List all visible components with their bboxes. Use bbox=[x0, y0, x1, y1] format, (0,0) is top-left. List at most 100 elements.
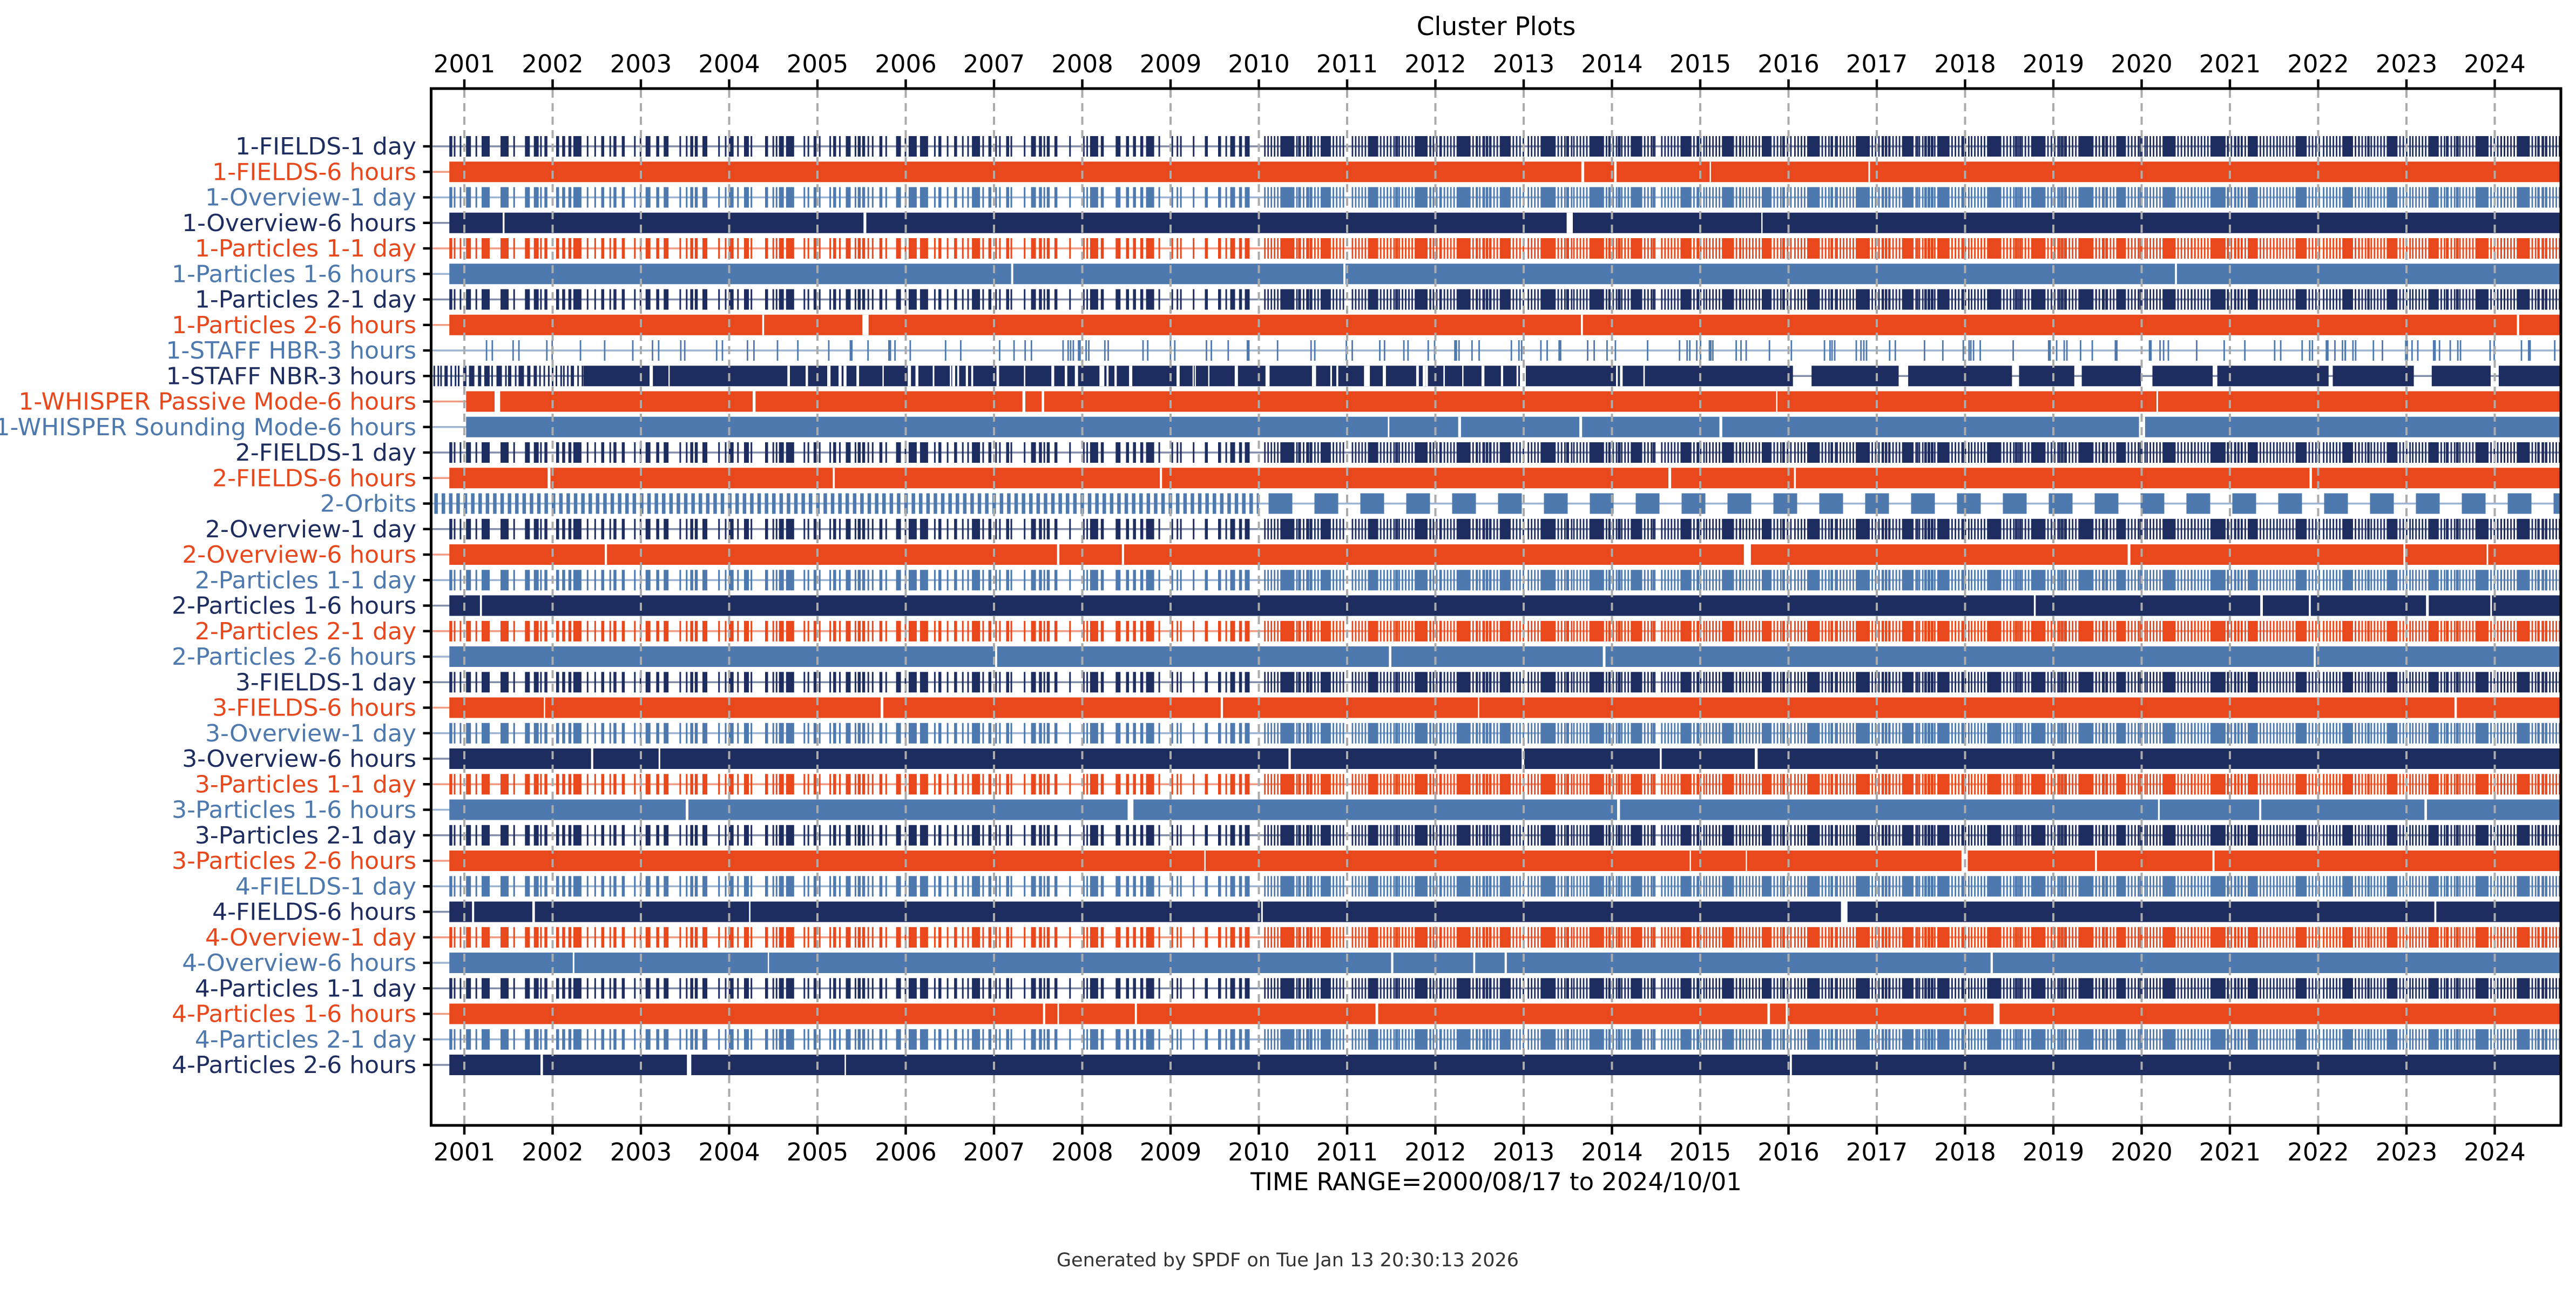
dropout-gap bbox=[2095, 851, 2097, 871]
dropout-gap bbox=[839, 366, 842, 387]
dropout-gap bbox=[1620, 366, 1622, 387]
row-label: 3-Overview-1 day bbox=[205, 720, 416, 747]
dropout-gap bbox=[1042, 391, 1044, 412]
availability-bar bbox=[449, 697, 2561, 718]
x-tick-label-top: 2010 bbox=[1228, 50, 1290, 78]
availability-row: 2-Overview-1 day bbox=[205, 516, 2561, 543]
x-tick-label-top: 2023 bbox=[2376, 50, 2438, 78]
dropout-gap bbox=[1106, 366, 1109, 387]
dropout-gap bbox=[1617, 799, 1620, 820]
x-tick-label-top: 2004 bbox=[698, 50, 760, 78]
x-tick-label-bottom: 2022 bbox=[2287, 1138, 2349, 1166]
dropout-gap bbox=[862, 314, 869, 335]
x-tick-label-top: 2013 bbox=[1493, 50, 1555, 78]
dropout-gap bbox=[971, 366, 973, 387]
x-tick-label-bottom: 2001 bbox=[434, 1138, 496, 1166]
dropout-gap bbox=[1114, 366, 1117, 387]
dropout-gap bbox=[650, 366, 653, 387]
row-label: 2-FIELDS-1 day bbox=[235, 439, 416, 467]
dropout-gap bbox=[995, 646, 997, 667]
dropout-gap bbox=[1177, 366, 1180, 387]
dropout-gap bbox=[1234, 366, 1238, 387]
dropout-gap bbox=[2260, 595, 2263, 616]
x-tick-label-bottom: 2024 bbox=[2464, 1138, 2526, 1166]
x-tick-label-top: 2016 bbox=[1757, 50, 1820, 78]
row-label: 3-FIELDS-1 day bbox=[235, 669, 416, 696]
availability-row: 1-FIELDS-1 day bbox=[235, 133, 2561, 160]
row-label: 3-Particles 1-1 day bbox=[195, 771, 416, 798]
row-label: 4-Particles 1-1 day bbox=[195, 975, 416, 1002]
dropout-gap bbox=[2517, 314, 2519, 335]
availability-bar bbox=[449, 595, 2561, 616]
x-tick-label-top: 2001 bbox=[434, 50, 496, 78]
dropout-gap bbox=[686, 799, 688, 820]
dropout-gap bbox=[1473, 953, 1476, 973]
dropout-gap bbox=[932, 366, 935, 387]
dropout-gap bbox=[1314, 366, 1316, 387]
dropout-gap bbox=[2033, 595, 2036, 616]
dropout-gap bbox=[1336, 366, 1338, 387]
time-range-label: TIME RANGE=2000/08/17 to 2024/10/01 bbox=[1250, 1167, 1742, 1196]
dropout-gap bbox=[2259, 799, 2262, 820]
row-label: 4-FIELDS-6 hours bbox=[212, 899, 416, 926]
row-label: 1-STAFF HBR-3 hours bbox=[166, 337, 416, 365]
row-label: 2-FIELDS-6 hours bbox=[212, 464, 416, 492]
dropout-gap bbox=[996, 366, 999, 387]
availability-row: 3-FIELDS-6 hours bbox=[212, 694, 2561, 722]
x-tick-label-bottom: 2005 bbox=[787, 1138, 849, 1166]
availability-row: 1-STAFF HBR-3 hours bbox=[166, 337, 2561, 365]
x-tick-label-top: 2008 bbox=[1051, 50, 1113, 78]
availability-bar bbox=[449, 646, 2561, 667]
row-label: 1-Particles 1-1 day bbox=[195, 235, 416, 262]
dropout-gap bbox=[472, 901, 475, 922]
x-tick-label-top: 2024 bbox=[2464, 50, 2526, 78]
x-tick-label-top: 2015 bbox=[1669, 50, 1732, 78]
availability-row: 3-Overview-1 day bbox=[205, 720, 2561, 747]
x-axis: 2001 2001 2002 2002 2003 2003 2004 2004 2005 2005… bbox=[434, 50, 2526, 1166]
dropout-gap bbox=[1500, 366, 1503, 387]
availability-bar bbox=[466, 391, 2561, 412]
dropout-gap bbox=[1581, 314, 1583, 335]
dropout-gap bbox=[1127, 799, 1134, 820]
row-label: 3-Particles 2-6 hours bbox=[172, 847, 416, 875]
dropout-gap bbox=[2426, 595, 2429, 616]
x-tick-label-bottom: 2010 bbox=[1228, 1138, 1290, 1166]
availability-bar bbox=[434, 493, 2561, 514]
dropout-gap bbox=[1051, 366, 1054, 387]
row-label: 2-Overview-1 day bbox=[205, 516, 416, 543]
dropout-gap bbox=[1129, 366, 1133, 387]
dropout-gap bbox=[1614, 161, 1617, 183]
availability-row: 1-Particles 2-1 day bbox=[195, 286, 2561, 314]
availability-row: 2-Particles 1-1 day bbox=[195, 566, 2561, 594]
availability-row: 2-FIELDS-1 day bbox=[235, 439, 2561, 467]
dropout-gap bbox=[1043, 1003, 1045, 1024]
row-label: 1-Particles 2-1 day bbox=[195, 286, 416, 314]
dropout-gap bbox=[2434, 901, 2437, 922]
dropout-gap bbox=[1616, 366, 1618, 387]
dropout-gap bbox=[1719, 416, 1722, 437]
dropout-gap bbox=[1364, 366, 1370, 387]
availability-row: 1-FIELDS-6 hours bbox=[212, 158, 2561, 186]
x-tick-label-top: 2018 bbox=[1934, 50, 1996, 78]
dropout-gap bbox=[1388, 416, 1390, 437]
dropout-gap bbox=[950, 366, 951, 387]
dropout-gap bbox=[880, 697, 884, 718]
availability-row: 4-Particles 2-6 hours bbox=[172, 1051, 2561, 1079]
availability-row: 1-Particles 2-6 hours bbox=[172, 312, 2561, 339]
dropout-gap bbox=[957, 366, 959, 387]
row-label: 4-FIELDS-1 day bbox=[235, 873, 416, 900]
row-label: 1-STAFF NBR-3 hours bbox=[166, 362, 416, 390]
x-tick-label-top: 2009 bbox=[1140, 50, 1202, 78]
row-label: 4-Particles 2-1 day bbox=[195, 1026, 416, 1054]
dropout-gap bbox=[1643, 366, 1645, 387]
x-tick-label-bottom: 2019 bbox=[2023, 1138, 2085, 1166]
row-label: 4-Overview-1 day bbox=[205, 924, 416, 951]
x-tick-label-top: 2011 bbox=[1316, 50, 1378, 78]
dropout-gap bbox=[2314, 646, 2316, 667]
x-tick-label-bottom: 2008 bbox=[1051, 1138, 1113, 1166]
dropout-gap bbox=[605, 544, 607, 565]
dropout-gap bbox=[2486, 544, 2489, 565]
x-tick-label-bottom: 2021 bbox=[2199, 1138, 2261, 1166]
dropout-gap bbox=[787, 366, 790, 387]
dropout-gap bbox=[965, 366, 968, 387]
